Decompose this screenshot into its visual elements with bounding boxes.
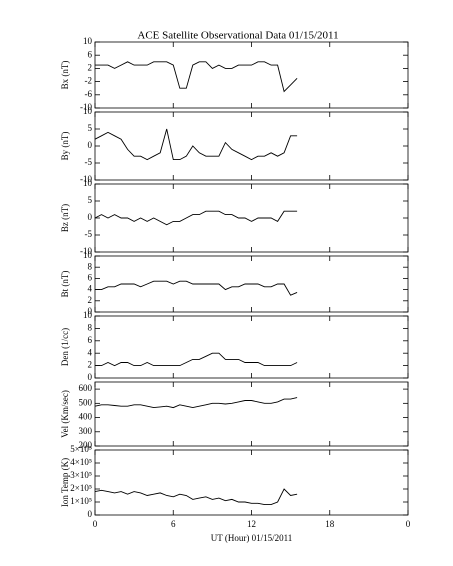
y-tick-label: -2: [85, 76, 93, 86]
y-tick-label: 5: [88, 195, 93, 205]
y-tick-label: 6: [88, 49, 93, 59]
y-tick-label: 200: [79, 440, 93, 450]
y-tick-label: 4: [88, 284, 93, 294]
y-tick-label: 0: [88, 212, 93, 222]
panel-frame: [94, 315, 409, 379]
y-tick-label: -10: [80, 102, 92, 112]
x-tick-label: 0: [406, 519, 411, 529]
y-tick-label: 2: [88, 360, 93, 370]
data-line: [94, 488, 298, 506]
y-tick-label: 8: [88, 322, 93, 332]
y-tick-label: 10: [83, 250, 93, 260]
y-tick-label: 10: [83, 36, 93, 46]
y-tick-label: 4×10⁵: [70, 457, 92, 467]
y-tick-label: 2×10⁵: [70, 483, 92, 493]
y-axis-label: Bz (nT): [60, 204, 70, 232]
y-tick-label: 2: [88, 62, 93, 72]
panel-frame: [94, 111, 409, 181]
y-tick-label: 10: [83, 310, 93, 320]
y-tick-label: 600: [79, 383, 93, 393]
y-tick-label: 300: [79, 426, 93, 436]
y-axis-label: Bt (nT): [60, 271, 70, 298]
panel-frame: [94, 449, 409, 516]
data-line: [95, 61, 298, 93]
data-line: [95, 280, 298, 296]
y-tick-label: 1×10⁵: [70, 496, 92, 506]
y-tick-label: -10: [80, 174, 92, 184]
y-axis-label: Den (1/cc): [60, 328, 70, 366]
y-tick-label: 0: [88, 306, 93, 316]
x-tick-label: 12: [247, 519, 256, 529]
x-tick-label: 6: [171, 519, 176, 529]
data-line: [95, 352, 298, 367]
y-tick-label: 5×10⁵: [70, 444, 92, 454]
y-tick-label: 2: [88, 295, 93, 305]
panel-frame: [94, 41, 409, 109]
x-tick-label: 0: [93, 519, 98, 529]
x-tick-label: 18: [325, 519, 335, 529]
y-tick-label: 500: [79, 397, 93, 407]
y-axis-label: Ion Temp (K): [60, 458, 70, 507]
data-line: [94, 128, 298, 161]
y-tick-label: 0: [88, 509, 93, 519]
y-tick-label: 10: [83, 106, 93, 116]
y-tick-label: 10: [83, 178, 93, 188]
data-line: [94, 210, 298, 226]
y-tick-label: 8: [88, 261, 93, 271]
y-tick-label: 0: [88, 372, 93, 382]
y-tick-label: 5: [88, 123, 93, 133]
chart-title: ACE Satellite Observational Data 01/15/2…: [137, 30, 338, 42]
y-tick-label: -10: [80, 246, 92, 256]
y-tick-label: 6: [88, 335, 93, 345]
y-tick-label: 0: [88, 140, 93, 150]
y-tick-label: -5: [85, 157, 93, 167]
x-axis-label: UT (Hour) 01/15/2011: [211, 533, 293, 543]
y-axis-label: Bx (nT): [60, 61, 70, 90]
panel-frame: [94, 183, 409, 253]
y-tick-label: -6: [85, 89, 93, 99]
y-axis-label: Vel (Km/sec): [60, 390, 70, 438]
y-tick-label: 400: [79, 412, 93, 422]
data-line: [94, 397, 298, 409]
y-tick-label: 4: [88, 347, 93, 357]
y-tick-label: 3×10⁵: [70, 470, 92, 480]
y-axis-label: By (nT): [60, 132, 70, 161]
y-tick-label: -5: [85, 229, 93, 239]
y-tick-label: 6: [88, 272, 93, 282]
panel-frame: [94, 381, 409, 447]
